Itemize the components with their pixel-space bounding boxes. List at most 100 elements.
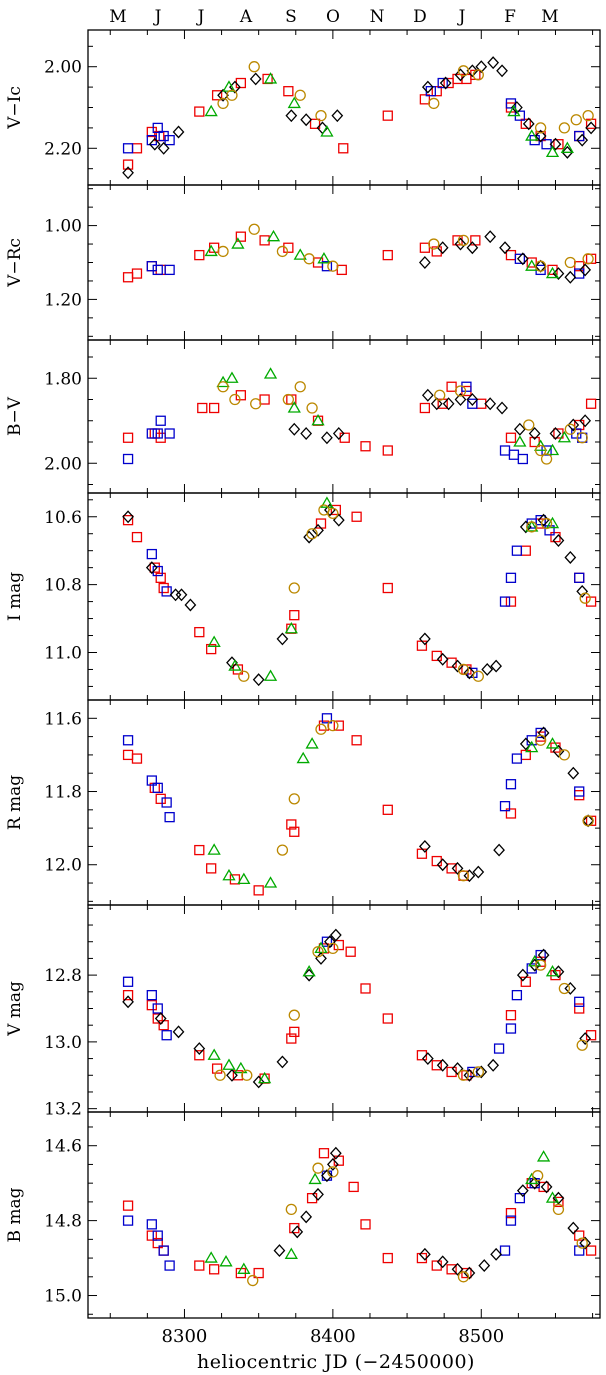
data-point-square (505, 1010, 517, 1021)
data-point-diamond (329, 928, 342, 942)
data-point-circle (457, 663, 470, 676)
data-point-diamond (564, 551, 577, 564)
data-point-square (431, 1060, 442, 1071)
data-point-circle (534, 959, 547, 971)
y-tick-label: 11.6 (44, 709, 82, 729)
data-point-square (585, 253, 597, 264)
data-point-square (514, 253, 526, 264)
data-point-square (452, 235, 463, 246)
data-point-diamond (169, 588, 182, 602)
data-point-triangle (263, 72, 278, 84)
data-point-diamond (463, 1266, 476, 1280)
data-point-circle (558, 122, 571, 134)
data-point-square (526, 735, 537, 746)
data-point-diamond (157, 141, 170, 155)
data-point-circle (250, 398, 262, 410)
data-point-diamond (463, 869, 476, 883)
data-point-circle (238, 670, 250, 682)
data-point-square (505, 249, 517, 261)
data-point-diamond (484, 397, 497, 411)
data-point-square (146, 1000, 157, 1011)
data-point-circle (540, 453, 553, 465)
data-point-square (161, 586, 172, 597)
data-point-square (122, 735, 134, 746)
data-point-square (122, 749, 134, 761)
data-point-diamond (478, 1259, 491, 1273)
data-point-circle (288, 1009, 300, 1021)
data-point-diamond (513, 422, 526, 436)
data-point-square (461, 664, 472, 675)
data-point-square (382, 249, 393, 261)
data-point-square (253, 885, 264, 896)
data-point-circle (472, 670, 484, 682)
data-point-triangle (204, 244, 218, 257)
data-point-circle (534, 260, 547, 272)
data-point-diamond (552, 534, 565, 547)
data-point-square (446, 1264, 457, 1275)
data-point-diamond (122, 995, 134, 1009)
data-point-circle (217, 97, 229, 110)
data-point-diamond (481, 662, 494, 676)
data-point-circle (472, 69, 484, 81)
data-point-circle (294, 89, 306, 101)
panel-5: 12.8 13.0 13.2 V mag (5, 904, 601, 1120)
data-point-triangle (302, 964, 316, 977)
data-point-circle (532, 1170, 544, 1182)
data-point-square (544, 525, 555, 536)
data-point-square (155, 415, 166, 426)
data-point-square (146, 261, 157, 272)
data-point-square (152, 428, 163, 439)
data-point-diamond (451, 1262, 464, 1276)
data-point-diamond (419, 1247, 431, 1261)
data-point-diamond (439, 76, 452, 90)
data-point-square (321, 261, 333, 272)
data-point-triangle (263, 669, 278, 681)
data-point-square (416, 848, 428, 859)
data-point-triangle (545, 145, 560, 158)
data-point-diamond (436, 1255, 449, 1269)
data-point-square (122, 1200, 134, 1211)
data-point-square (511, 753, 523, 764)
data-point-square (535, 514, 546, 526)
data-point-triangle (525, 259, 539, 271)
month-label: S (285, 7, 297, 27)
data-point-diamond (324, 935, 336, 949)
data-point-diamond (549, 137, 562, 151)
data-point-diamond (487, 56, 500, 70)
data-point-triangle (207, 635, 221, 647)
data-point-square (360, 983, 371, 994)
data-point-square (338, 143, 349, 154)
data-point-diamond (496, 401, 508, 415)
data-point-diamond (475, 1065, 488, 1079)
data-point-triangle (557, 430, 572, 443)
data-point-diamond (300, 427, 313, 440)
data-point-triangle (231, 237, 245, 249)
data-point-diamond (331, 109, 344, 123)
data-point-circle (217, 245, 229, 258)
data-point-square (348, 1181, 359, 1193)
data-point-diamond (419, 839, 431, 853)
data-point-diamond (326, 1157, 339, 1171)
panel-frame (87, 1111, 601, 1319)
data-point-diamond (332, 513, 345, 527)
data-point-diamond (276, 1055, 289, 1069)
data-point-circle (582, 253, 594, 265)
data-point-square (345, 946, 356, 957)
data-point-square (333, 720, 344, 731)
data-point-square (505, 779, 517, 790)
data-point-square (194, 626, 205, 638)
data-point-diamond (249, 72, 262, 86)
month-label: F (504, 7, 516, 27)
data-point-square (197, 402, 208, 414)
data-point-circle (288, 582, 300, 594)
data-point-triangle (204, 104, 218, 117)
data-point-circle (434, 389, 446, 401)
data-point-diamond (421, 80, 434, 94)
panels: 2.002.20V−Ic1.001.20V−Rc1.802.00B−V10.61… (5, 29, 601, 1319)
data-point-diamond (184, 598, 197, 612)
data-point-square (431, 86, 442, 97)
y-axis-label: B−V (5, 396, 25, 436)
data-point-square (574, 786, 585, 797)
data-point-triangle (266, 229, 281, 242)
data-point-square (550, 531, 561, 543)
